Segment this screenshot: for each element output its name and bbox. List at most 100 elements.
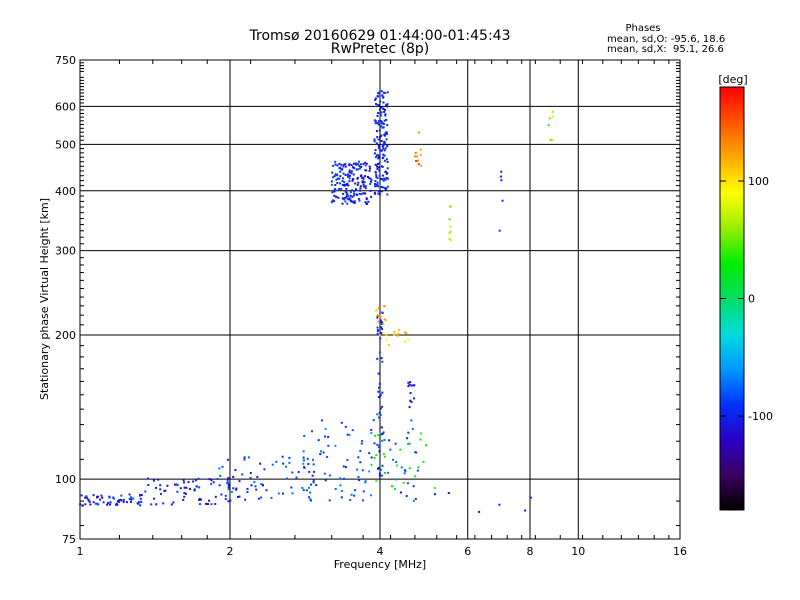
- data-point: [349, 191, 352, 194]
- data-point: [338, 177, 341, 180]
- data-point: [380, 326, 383, 329]
- data-point: [377, 329, 380, 332]
- data-point: [378, 193, 381, 196]
- data-point: [327, 444, 330, 447]
- data-point: [311, 474, 314, 477]
- data-point: [370, 494, 372, 497]
- data-point: [359, 185, 362, 188]
- data-point: [394, 478, 397, 481]
- data-point: [277, 492, 280, 495]
- data-point: [340, 490, 343, 492]
- data-point: [397, 333, 400, 335]
- data-point: [132, 497, 135, 500]
- data-point: [87, 499, 90, 502]
- data-point: [356, 163, 359, 166]
- x-tick-label: 4: [377, 545, 384, 558]
- data-point: [92, 494, 95, 497]
- data-point: [414, 497, 417, 500]
- data-point: [381, 311, 384, 314]
- data-point: [220, 493, 223, 496]
- data-point: [227, 500, 230, 503]
- data-point: [346, 197, 349, 200]
- data-point: [364, 169, 367, 172]
- data-point: [338, 188, 341, 191]
- data-point: [126, 501, 128, 504]
- data-point: [549, 138, 552, 141]
- data-point: [176, 490, 179, 493]
- data-point: [139, 494, 141, 497]
- data-point: [377, 390, 380, 393]
- data-point: [377, 92, 380, 95]
- data-point: [384, 188, 387, 191]
- data-point: [365, 162, 368, 165]
- data-point: [99, 498, 101, 501]
- plot-points: [79, 90, 554, 513]
- data-point: [122, 499, 125, 501]
- data-point: [384, 147, 387, 150]
- data-point: [341, 197, 344, 200]
- data-point: [348, 169, 351, 172]
- data-point: [381, 94, 384, 97]
- data-point: [227, 488, 230, 491]
- data-point: [374, 170, 377, 173]
- data-point: [237, 495, 239, 498]
- data-point: [348, 197, 351, 199]
- data-point: [411, 384, 414, 387]
- data-point: [368, 176, 370, 179]
- data-point: [375, 154, 378, 157]
- data-point: [355, 188, 357, 191]
- data-point: [128, 498, 131, 500]
- data-point: [349, 499, 352, 501]
- data-point: [381, 178, 384, 181]
- data-point: [362, 163, 365, 166]
- data-point: [333, 190, 336, 193]
- data-point: [260, 496, 262, 499]
- data-point: [140, 500, 143, 503]
- data-point: [184, 492, 187, 495]
- data-point: [448, 237, 451, 240]
- data-point: [408, 383, 411, 386]
- data-point: [382, 107, 385, 110]
- data-point: [377, 434, 380, 437]
- x-tick-label: 6: [464, 545, 471, 558]
- y-tick-label: 100: [55, 473, 76, 486]
- data-point: [82, 504, 84, 507]
- data-point: [403, 340, 406, 343]
- data-point: [364, 187, 367, 190]
- data-point: [386, 185, 389, 188]
- y-tick-label: 600: [55, 100, 76, 113]
- data-point: [360, 174, 363, 177]
- data-point: [379, 136, 381, 139]
- data-point: [174, 483, 176, 486]
- data-point: [420, 164, 423, 167]
- data-point: [364, 481, 367, 484]
- data-point: [380, 106, 383, 109]
- data-point: [347, 195, 349, 197]
- data-point: [232, 476, 235, 478]
- data-point: [381, 122, 384, 125]
- data-point: [163, 490, 166, 492]
- data-point: [368, 169, 371, 172]
- data-point: [384, 178, 387, 181]
- data-point: [308, 470, 311, 473]
- data-point: [373, 152, 376, 155]
- data-point: [377, 416, 380, 419]
- data-point: [377, 190, 380, 193]
- data-point: [387, 471, 390, 474]
- data-point: [238, 480, 241, 483]
- data-point: [356, 177, 359, 180]
- data-point: [378, 175, 381, 177]
- colorbar-tick-label: -100: [748, 410, 773, 423]
- data-point: [340, 421, 343, 424]
- data-point: [345, 466, 347, 469]
- data-point: [548, 117, 551, 120]
- data-point: [368, 452, 371, 455]
- data-point: [378, 314, 381, 317]
- data-point: [351, 429, 354, 432]
- data-point: [352, 201, 355, 204]
- data-point: [115, 503, 117, 506]
- data-point: [257, 497, 260, 500]
- data-point: [212, 481, 215, 484]
- data-point: [383, 159, 386, 162]
- data-point: [357, 181, 360, 184]
